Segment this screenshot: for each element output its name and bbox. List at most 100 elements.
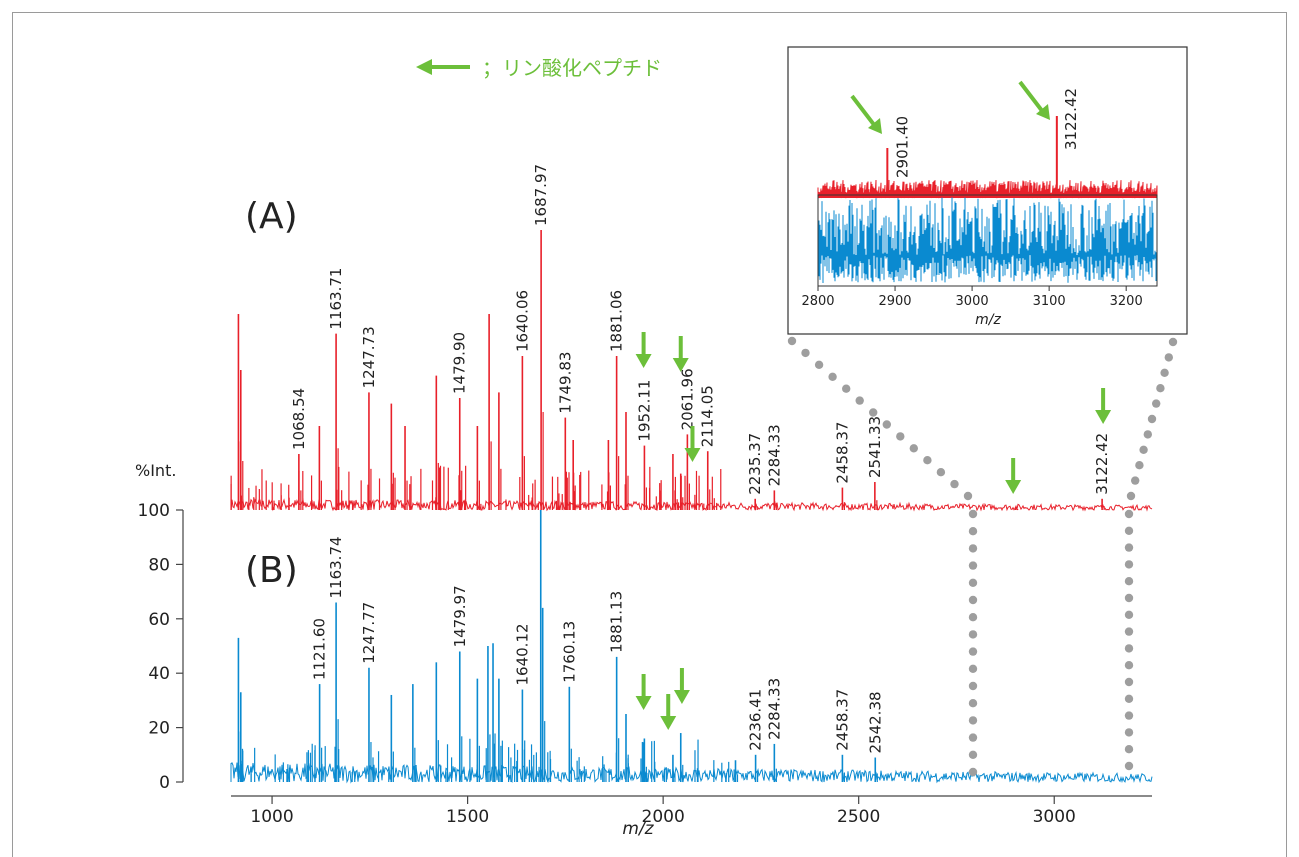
connector-dot <box>968 681 978 691</box>
peak-label-b-label: 1163.74 <box>327 536 345 598</box>
x-tick-label-1000: 1000 <box>250 807 293 827</box>
connector-dot <box>1124 509 1134 519</box>
panel-label-b: (B) <box>245 550 298 591</box>
inset-x-tick-label-2800: 2800 <box>801 294 834 309</box>
connector-dot <box>1124 761 1134 771</box>
peak-label-b-label: 1247.77 <box>360 602 378 664</box>
connector-dot <box>1164 353 1174 362</box>
inset-phospho-arrow-2901-head <box>868 118 882 134</box>
connector-dot <box>968 716 978 725</box>
connector-dot <box>801 348 810 358</box>
x-tick-label-1500: 1500 <box>446 807 489 827</box>
connector-dot <box>968 750 978 759</box>
y-tick-label-40: 40 <box>148 664 170 684</box>
inset-phospho-arrows <box>850 80 1050 134</box>
phospho-arrow-a-head <box>1095 410 1112 424</box>
inset-plot-box <box>817 194 1158 287</box>
panel-label-a: (A) <box>245 196 298 237</box>
peak-label-a-label: 1952.11 <box>635 380 653 442</box>
peak-label-a-label: 1749.83 <box>556 352 574 414</box>
connector-dot <box>1124 711 1134 720</box>
peak-label-a-label: 2458.37 <box>833 422 851 484</box>
connector-dot <box>1152 399 1161 408</box>
phospho-arrow-b-head <box>673 690 690 704</box>
connector-dot <box>855 396 864 405</box>
peak-label-a-label: 1881.06 <box>608 290 626 352</box>
connector-dot <box>1124 745 1134 754</box>
connector-dot <box>968 578 978 587</box>
peak-label-a-label: 1479.90 <box>451 332 469 394</box>
y-tick-label-100: 100 <box>138 501 170 521</box>
connector-dot <box>968 647 978 656</box>
peak-label-b-label: 2284.33 <box>765 678 783 740</box>
connector-dot <box>896 432 905 441</box>
y-tick-label-60: 60 <box>148 610 170 630</box>
x-tick-label-2000: 2000 <box>642 807 685 827</box>
inset-x-tick-label-3200: 3200 <box>1110 294 1143 309</box>
peak-label-b-label: 1479.97 <box>451 585 469 647</box>
connector-dot <box>869 408 878 417</box>
inset-spectrum-a-noise <box>817 179 1158 199</box>
connector-dot <box>968 561 978 570</box>
phospho-arrow-a-head <box>1005 480 1022 494</box>
peak-label-b-label: 1760.13 <box>560 621 578 683</box>
peak-label-a-label: 2061.96 <box>678 368 696 430</box>
connector-dot <box>1124 593 1134 603</box>
phospho-arrow-a-head <box>684 448 701 462</box>
legend-arrow-head <box>416 59 432 75</box>
peak-label-a-label: 2114.05 <box>699 385 717 447</box>
connector-dot <box>1124 543 1134 552</box>
connector-dot <box>1147 414 1157 424</box>
peak-label-b-label: 1121.60 <box>311 618 329 680</box>
phospho-arrows <box>635 332 1112 730</box>
y-tick-label-80: 80 <box>148 555 170 575</box>
inset: 2800 2900 3000 3100 3200 m/z 2901.40 3122.42 <box>787 46 1188 335</box>
peak-label-a-label: 2284.33 <box>765 424 783 486</box>
connector-dot <box>968 699 978 708</box>
inset-x-tick-label-3000: 3000 <box>956 294 989 309</box>
zoom-connector-dots <box>787 336 1178 777</box>
inset-spectrum-a <box>817 116 1158 199</box>
connector-dot <box>968 630 978 639</box>
connector-dot <box>963 491 973 501</box>
connector-dot <box>1124 694 1134 703</box>
peak-labels-a: 1068.54 1163.71 1247.73 1479.90 1640.06 1687.… <box>290 164 1111 495</box>
legend: ；リン酸化ペプチド <box>416 56 662 80</box>
connector-dot <box>1135 461 1144 470</box>
connector-dot <box>968 527 978 536</box>
peak-label-b-label: 1881.13 <box>608 591 626 653</box>
connector-dot <box>1124 526 1134 535</box>
figure-frame <box>12 12 1287 857</box>
y-tick-label-0: 0 <box>159 773 170 793</box>
connector-dot <box>882 420 891 429</box>
connector-dot <box>936 468 946 477</box>
y-axis-label: %Int. <box>135 461 176 480</box>
phospho-arrow-a-head <box>635 354 652 368</box>
inset-peak-label: 2901.40 <box>893 116 911 178</box>
connector-dot <box>1124 661 1134 670</box>
spectrum-a <box>230 230 1153 512</box>
connector-dot <box>1124 728 1134 737</box>
spectrum-a-baseline-noise <box>230 497 1153 512</box>
peak-label-a-label: 1640.06 <box>513 290 531 352</box>
connector-dot <box>1139 445 1148 454</box>
connector-dot <box>968 767 978 777</box>
connector-dot <box>968 613 978 622</box>
connector-dot <box>1126 491 1136 501</box>
spectrum-b-baseline-noise <box>230 762 1153 784</box>
connector-dot <box>968 733 978 742</box>
phospho-arrow-b-head <box>660 716 677 730</box>
connector-dot <box>923 456 932 465</box>
peak-label-b-label: 2458.37 <box>833 689 851 751</box>
connector-dot <box>814 360 824 369</box>
inset-phospho-arrow-3122-head <box>1036 104 1050 120</box>
connector-dot <box>787 336 797 346</box>
connector-dot <box>1124 677 1134 687</box>
connector-dot <box>1131 476 1140 485</box>
connector-dot <box>1168 337 1178 347</box>
peak-label-a-label: 1247.73 <box>360 326 378 388</box>
connector-dot <box>1143 430 1153 439</box>
x-tick-label-2500: 2500 <box>837 807 880 827</box>
peak-label-a-label: 1068.54 <box>290 388 308 450</box>
